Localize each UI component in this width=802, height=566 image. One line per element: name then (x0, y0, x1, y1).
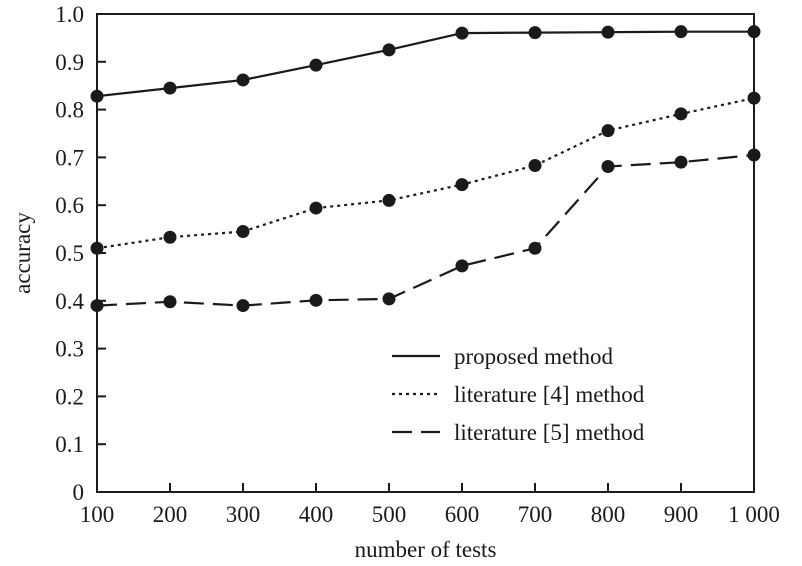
data-point (236, 73, 250, 87)
data-point (163, 81, 177, 95)
x-axis-label: number of tests (355, 537, 497, 562)
data-point (528, 241, 542, 255)
legend-item: proposed method (392, 344, 614, 369)
data-point (236, 299, 250, 313)
x-tick-label: 800 (591, 502, 626, 527)
data-point (163, 230, 177, 244)
y-tick-label: 0.3 (55, 337, 84, 362)
data-point (382, 292, 396, 306)
legend-item: literature [4] method (392, 382, 645, 407)
legend-label: proposed method (454, 344, 614, 369)
y-tick-label: 0.6 (55, 193, 84, 218)
series-line (96, 97, 755, 250)
x-tick-label: 100 (80, 502, 115, 527)
series-layer (90, 25, 761, 313)
x-tick-label: 200 (153, 502, 188, 527)
series-2 (90, 91, 761, 255)
data-point (528, 26, 542, 40)
y-tick-label: 0.1 (55, 432, 84, 457)
x-tick-label: 500 (372, 502, 407, 527)
x-tick-label: 700 (518, 502, 553, 527)
legend-label: literature [5] method (454, 420, 645, 445)
data-point (674, 155, 688, 169)
data-point (455, 259, 469, 273)
y-tick-label: 0.4 (55, 289, 84, 314)
data-point (309, 58, 323, 72)
series-line (96, 30, 754, 98)
legend-item: literature [5] method (392, 420, 645, 445)
y-tick-label: 0.9 (55, 50, 84, 75)
y-tick-label: 0 (73, 480, 85, 505)
y-tick-label: 0.7 (55, 145, 84, 170)
data-point (163, 295, 177, 309)
x-tick-label: 1 000 (728, 502, 780, 527)
y-tick-label: 0.5 (55, 241, 84, 266)
data-point (309, 201, 323, 215)
legend: proposed method literature [4] method lite… (392, 344, 645, 445)
data-point (601, 124, 615, 138)
series-3 (90, 148, 761, 313)
data-point (382, 43, 396, 57)
data-point (674, 25, 688, 39)
data-point (674, 107, 688, 121)
series-1 (90, 25, 761, 103)
y-tick-label: 0.8 (55, 98, 84, 123)
data-point (455, 178, 469, 192)
data-point (528, 159, 542, 173)
y-axis-label: accuracy (10, 212, 35, 294)
x-tick-label: 900 (664, 502, 699, 527)
data-point (601, 25, 615, 39)
data-point (455, 26, 469, 40)
plot-frame (96, 13, 755, 493)
x-tick-label: 400 (299, 502, 334, 527)
data-point (236, 224, 250, 238)
data-point (382, 193, 396, 207)
data-point (309, 293, 323, 307)
y-axis-ticks: 0 0.1 0.2 0.3 0.4 0.5 0.6 0.7 0.8 0.9 1.0 (55, 2, 106, 505)
x-axis-ticks: 100 200 300 400 500 600 700 800 900 1 000 (80, 483, 780, 527)
series-line (96, 153, 755, 307)
y-tick-label: 1.0 (55, 2, 84, 27)
x-tick-label: 600 (445, 502, 480, 527)
data-point (601, 159, 615, 173)
x-tick-label: 300 (226, 502, 261, 527)
y-tick-label: 0.2 (55, 384, 84, 409)
legend-label: literature [4] method (454, 382, 645, 407)
